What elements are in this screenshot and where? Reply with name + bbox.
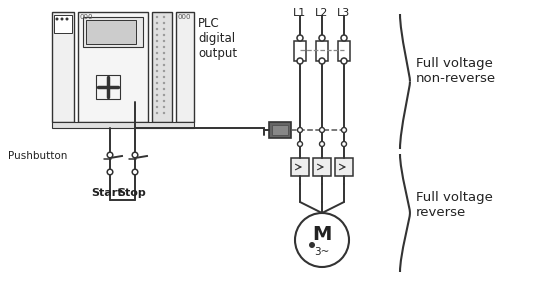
Circle shape — [163, 70, 165, 72]
Circle shape — [163, 46, 165, 48]
Circle shape — [66, 18, 69, 20]
Text: Start: Start — [91, 188, 123, 198]
Bar — [83, 17, 143, 47]
Text: L2: L2 — [315, 8, 329, 18]
Circle shape — [163, 106, 165, 108]
Text: 000: 000 — [177, 14, 191, 20]
Text: L3: L3 — [337, 8, 351, 18]
Circle shape — [132, 152, 138, 158]
Circle shape — [156, 94, 158, 96]
Bar — [294, 41, 306, 61]
Circle shape — [156, 40, 158, 42]
Circle shape — [320, 128, 324, 132]
Circle shape — [156, 106, 158, 108]
Circle shape — [163, 52, 165, 54]
Bar — [86, 20, 136, 44]
Text: Full voltage
non-reverse: Full voltage non-reverse — [416, 57, 496, 85]
Bar — [291, 158, 309, 176]
Bar — [335, 158, 353, 176]
Bar — [176, 12, 194, 122]
Bar — [316, 41, 328, 61]
Circle shape — [342, 142, 346, 147]
Circle shape — [156, 34, 158, 36]
Circle shape — [163, 82, 165, 84]
Bar — [52, 12, 74, 122]
Text: Full voltage
reverse: Full voltage reverse — [416, 191, 493, 219]
Circle shape — [163, 22, 165, 24]
Circle shape — [297, 128, 302, 132]
Circle shape — [156, 112, 158, 114]
Circle shape — [163, 16, 165, 18]
Circle shape — [163, 34, 165, 36]
Circle shape — [295, 213, 349, 267]
Circle shape — [319, 58, 325, 64]
Circle shape — [163, 40, 165, 42]
Circle shape — [132, 169, 138, 175]
Circle shape — [156, 16, 158, 18]
Circle shape — [163, 58, 165, 60]
Bar — [272, 125, 288, 135]
Circle shape — [342, 128, 346, 132]
Text: M: M — [313, 226, 332, 245]
Circle shape — [156, 82, 158, 84]
Circle shape — [156, 28, 158, 30]
Circle shape — [309, 242, 315, 248]
Circle shape — [163, 64, 165, 66]
Bar — [313, 158, 331, 176]
Circle shape — [297, 142, 302, 147]
Circle shape — [156, 100, 158, 102]
Text: PLC
digital
output: PLC digital output — [198, 17, 237, 60]
Circle shape — [163, 76, 165, 78]
Circle shape — [297, 58, 303, 64]
Text: 3~: 3~ — [314, 247, 330, 257]
Circle shape — [107, 169, 113, 175]
Circle shape — [163, 94, 165, 96]
Circle shape — [163, 100, 165, 102]
Circle shape — [341, 58, 347, 64]
Circle shape — [156, 64, 158, 66]
Bar — [338, 41, 350, 61]
Text: Stop: Stop — [118, 188, 147, 198]
Bar — [96, 75, 120, 99]
Circle shape — [156, 88, 158, 90]
Circle shape — [55, 18, 59, 20]
Text: Pushbutton: Pushbutton — [8, 151, 67, 161]
Bar — [54, 15, 72, 33]
Circle shape — [297, 35, 303, 41]
Circle shape — [341, 35, 347, 41]
Circle shape — [156, 76, 158, 78]
Circle shape — [61, 18, 63, 20]
Bar — [152, 12, 172, 122]
Circle shape — [163, 88, 165, 90]
Circle shape — [107, 152, 113, 158]
Circle shape — [156, 22, 158, 24]
Bar — [52, 122, 194, 128]
Circle shape — [156, 46, 158, 48]
Circle shape — [156, 70, 158, 72]
Circle shape — [163, 112, 165, 114]
Bar — [78, 12, 148, 122]
Text: L1: L1 — [293, 8, 307, 18]
Circle shape — [156, 58, 158, 60]
Circle shape — [320, 142, 324, 147]
Bar — [269, 122, 291, 138]
Text: 000: 000 — [80, 14, 93, 20]
Circle shape — [156, 52, 158, 54]
Circle shape — [163, 28, 165, 30]
Circle shape — [319, 35, 325, 41]
